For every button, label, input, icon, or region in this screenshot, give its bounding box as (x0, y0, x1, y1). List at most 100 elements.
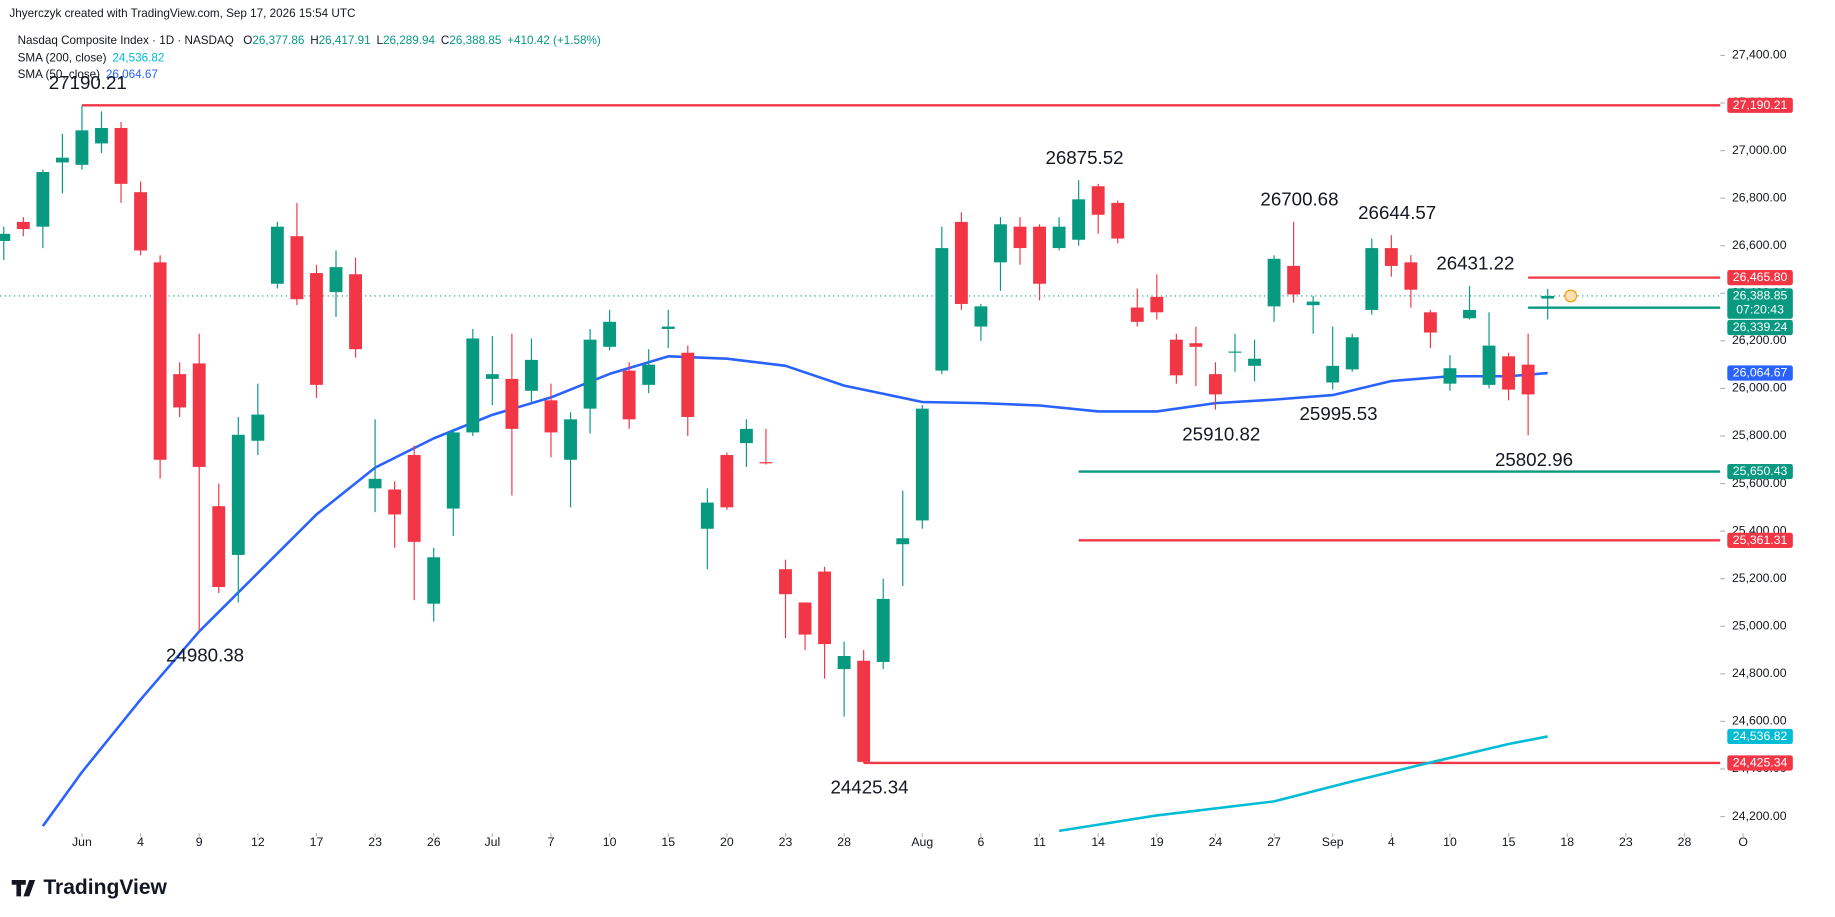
x-tick-label: 20 (720, 835, 734, 849)
sma-value: 24,536.82 (112, 52, 164, 65)
price-tag (1727, 97, 1793, 113)
x-tick-label: 10 (603, 835, 617, 849)
candle-body (407, 455, 421, 542)
price-tag-label: 07:20:43 (1736, 303, 1784, 317)
price-tag-label: 26,465.80 (1733, 270, 1788, 284)
candle-body (759, 462, 773, 464)
y-tick-label: 24,200.00 (1732, 809, 1787, 823)
candle-body (525, 359, 538, 391)
candle-body (114, 127, 128, 184)
legend-main: Nasdaq Composite Index · 1D · NASDAQ O26,… (18, 34, 601, 47)
candle-body (837, 656, 851, 670)
candle-body (915, 408, 929, 521)
candle-body (1209, 374, 1222, 395)
x-tick-label: 17 (310, 835, 324, 849)
candle-body (994, 224, 1007, 263)
price-tag-label: 24,536.82 (1733, 729, 1788, 743)
x-tick-label: 4 (137, 835, 144, 849)
y-tick-label: 26,200.00 (1732, 333, 1787, 347)
symbol-title: Nasdaq Composite Index · 1D · NASDAQ (18, 34, 234, 47)
y-tick-label: 25,000.00 (1732, 619, 1787, 633)
candle-body (1384, 248, 1398, 266)
x-tick-label: 23 (1619, 835, 1633, 849)
candle-body (1072, 199, 1086, 240)
candle-body (739, 428, 753, 444)
candle-body (1287, 265, 1301, 295)
candle-body (368, 478, 382, 489)
x-tick-label: Sep (1322, 835, 1344, 849)
candle-body (1052, 226, 1066, 249)
candle-body (896, 538, 910, 545)
y-tick-label: 26,800.00 (1732, 190, 1787, 204)
candle-body (349, 274, 362, 350)
candle-body (1130, 307, 1144, 322)
candle-body (1228, 351, 1242, 353)
y-tick-label: 27,400.00 (1732, 48, 1787, 62)
candle-body (603, 321, 617, 347)
x-tick-label: Jun (72, 835, 92, 849)
candle-body (1423, 312, 1437, 333)
ohlc-key: O (243, 34, 252, 47)
candle-body (818, 571, 832, 645)
price-annotation: 27190.21 (49, 72, 127, 93)
legend: Nasdaq Composite Index · 1D · NASDAQ O26,… (18, 34, 601, 81)
x-tick-label: 19 (1150, 835, 1164, 849)
x-tick-label: 11 (1033, 835, 1046, 849)
x-tick-label: 15 (661, 835, 675, 849)
candle-body (212, 506, 226, 588)
x-tick-label: 23 (368, 835, 382, 849)
y-tick-label: 25,200.00 (1732, 571, 1787, 585)
candle-body (505, 378, 519, 429)
candle-body (642, 364, 656, 385)
candle-body (622, 370, 636, 420)
sma-line (41, 355, 1548, 827)
candle-body (173, 374, 187, 408)
y-tick-label: 26,600.00 (1732, 238, 1787, 252)
x-tick-label: 6 (978, 835, 985, 849)
y-tick-label: 25,800.00 (1732, 428, 1787, 442)
ohlc-key: H (310, 34, 318, 47)
price-annotation: 25910.82 (1182, 423, 1260, 444)
candle-body (1033, 226, 1046, 284)
x-tick-label: 28 (837, 835, 851, 849)
x-tick-label: 18 (1560, 835, 1574, 849)
x-tick-label: 23 (779, 835, 793, 849)
sma-line (1058, 735, 1548, 833)
candle-body (564, 419, 577, 460)
candle-body (134, 192, 148, 251)
candle-body (1443, 368, 1457, 384)
price-tag-label: 25,361.31 (1733, 533, 1788, 547)
candle-body (1365, 248, 1379, 310)
dividend-icon (1564, 289, 1578, 303)
price-annotation: 25802.96 (1495, 449, 1573, 470)
candle-body (1091, 186, 1105, 215)
candle-body (1150, 296, 1164, 313)
price-tag (1727, 319, 1793, 336)
x-tick-label: 4 (1388, 835, 1395, 849)
candle-body (290, 236, 304, 300)
candle-body (1111, 202, 1125, 239)
price-tag (1727, 532, 1793, 548)
candle-body (544, 400, 558, 433)
candle-body (310, 273, 323, 385)
x-tick-label: 28 (1678, 835, 1692, 849)
candle-body (0, 233, 11, 241)
price-annotation: 25995.53 (1300, 403, 1378, 424)
price-tag-label: 25,650.43 (1733, 464, 1788, 478)
candle-body (798, 602, 812, 635)
x-tick-label: 12 (251, 835, 265, 849)
candle-body (192, 363, 206, 467)
candle-body (974, 306, 988, 327)
x-tick-label: 14 (1091, 835, 1105, 849)
plot-area: 27190.21 26875.52 26700.68 26644.57 26431.22… (0, 72, 1721, 833)
x-tick-label: 7 (548, 835, 555, 849)
candle-body (231, 434, 245, 555)
brand: TradingView (43, 876, 167, 899)
price-annotation: 24980.38 (166, 645, 244, 666)
candle-body (388, 489, 402, 515)
price-annotation: 26644.57 (1358, 202, 1436, 223)
candle-body (876, 598, 890, 662)
y-tick-label: 24,600.00 (1732, 714, 1787, 728)
